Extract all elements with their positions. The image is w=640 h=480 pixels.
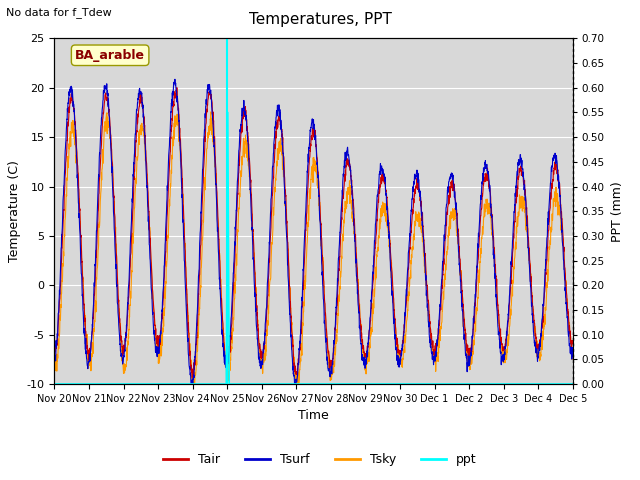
X-axis label: Time: Time (298, 409, 329, 422)
Text: Temperatures, PPT: Temperatures, PPT (248, 12, 392, 27)
Text: BA_arable: BA_arable (75, 49, 145, 62)
Y-axis label: PPT (mm): PPT (mm) (611, 181, 623, 241)
Legend: Tair, Tsurf, Tsky, ppt: Tair, Tsurf, Tsky, ppt (158, 448, 482, 471)
Y-axis label: Temperature (C): Temperature (C) (8, 160, 21, 262)
Text: No data for f_Tdew: No data for f_Tdew (6, 7, 112, 18)
